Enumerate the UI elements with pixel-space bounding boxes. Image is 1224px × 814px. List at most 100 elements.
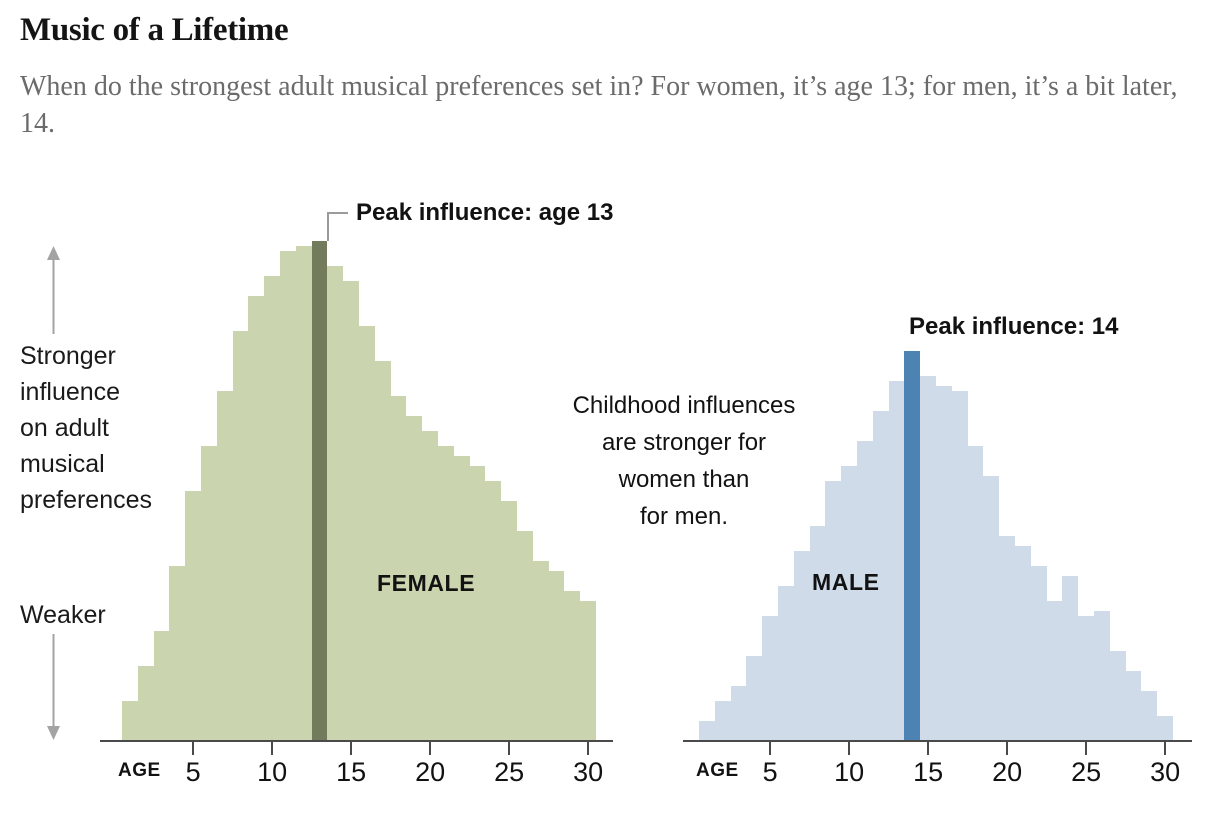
male-histogram	[699, 241, 1173, 741]
male-bar-age-4	[746, 656, 763, 741]
female-tick-25	[508, 742, 511, 755]
male-bar-age-29	[1141, 691, 1158, 741]
male-bar-age-5	[762, 616, 778, 741]
male-bar-age-8	[809, 526, 826, 741]
female-bar-age-24	[485, 481, 502, 741]
female-bar-age-3	[153, 631, 170, 741]
female-peak-leader-line	[327, 212, 329, 241]
male-bar-age-16	[936, 386, 952, 741]
male-tick-10	[848, 742, 851, 755]
male-bar-age-30	[1157, 716, 1173, 741]
female-age-axis-label: AGE	[118, 760, 161, 781]
female-bar-age-30	[580, 601, 596, 741]
male-tick-label-20: 20	[992, 757, 1023, 787]
female-bar-age-16	[359, 326, 375, 741]
y-axis-label-weaker: Weaker	[20, 601, 106, 629]
female-bar-age-9	[248, 296, 265, 741]
female-bar-age-4	[169, 566, 186, 741]
male-tick-label-10: 10	[834, 757, 865, 787]
y-axis-label-line: Stronger	[20, 342, 116, 370]
female-tick-label-25: 25	[494, 757, 525, 787]
male-age-axis-label: AGE	[696, 760, 739, 781]
male-tick-label-30: 30	[1150, 757, 1181, 787]
male-bar-age-11	[856, 441, 873, 741]
male-bar-age-6	[777, 586, 794, 741]
female-bar-age-8	[232, 331, 249, 741]
middle-annotation-line: are stronger for	[601, 429, 767, 456]
down-arrow-icon	[47, 634, 60, 740]
female-bar-age-11	[279, 251, 296, 741]
female-bar-age-20	[422, 431, 438, 741]
male-x-axis-ticks: 5 10 15 20 25 30	[699, 742, 1180, 794]
female-series-label: FEMALE	[377, 570, 476, 596]
male-bar-age-1	[699, 721, 715, 741]
y-axis-label-line: on adult	[20, 414, 109, 442]
y-axis-label-line: musical	[20, 450, 105, 478]
male-bar-age-15	[920, 376, 936, 741]
male-series-label: MALE	[812, 569, 880, 595]
female-bar-age-15	[343, 281, 359, 741]
male-bar-age-13	[888, 381, 905, 741]
male-bar-age-10	[841, 466, 857, 741]
male-peak-annotation: Peak influence: 14	[909, 313, 1119, 340]
female-bar-age-17	[374, 361, 391, 741]
male-bar-age-2	[714, 701, 731, 741]
female-x-axis	[100, 740, 613, 742]
female-tick-10	[271, 742, 274, 755]
male-bar-age-22	[1030, 566, 1047, 741]
female-bar-age-2	[137, 666, 154, 741]
page-title: Music of a Lifetime	[20, 12, 289, 48]
female-bar-age-26	[517, 531, 533, 741]
male-tick-label-25: 25	[1071, 757, 1102, 787]
female-bar-age-7	[216, 391, 233, 741]
male-bar-age-17	[951, 391, 968, 741]
middle-annotation-line: Childhood influences	[572, 392, 796, 419]
female-bar-age-23	[469, 466, 486, 741]
female-bar-age-27	[532, 561, 549, 741]
female-tick-label-15: 15	[336, 757, 367, 787]
male-bar-age-25	[1078, 616, 1094, 741]
male-bar-age-14	[904, 351, 921, 741]
female-tick-30	[587, 742, 590, 755]
y-axis-label-stronger: Stronger influence on adult musical pref…	[20, 338, 152, 518]
male-tick-20	[1006, 742, 1009, 755]
female-bar-age-13	[311, 241, 328, 741]
female-bar-age-1	[122, 701, 138, 741]
male-bar-age-21	[1014, 546, 1031, 741]
male-bar-age-27	[1109, 651, 1126, 741]
male-tick-5	[769, 742, 772, 755]
female-peak-annotation: Peak influence: age 13	[356, 199, 614, 226]
male-bar-age-18	[967, 446, 984, 741]
female-tick-20	[429, 742, 432, 755]
up-arrow-icon	[47, 246, 60, 334]
female-tick-label-5: 5	[185, 757, 201, 787]
female-tick-label-10: 10	[257, 757, 288, 787]
female-bar-age-28	[548, 571, 565, 741]
female-tick-5	[192, 742, 195, 755]
female-histogram	[122, 241, 596, 741]
female-bar-age-29	[564, 591, 581, 741]
male-bar-age-28	[1125, 671, 1142, 741]
female-bar-age-12	[295, 246, 312, 741]
female-peak-leader-line	[327, 212, 348, 214]
female-x-axis-ticks: 5 10 15 20 25 30	[122, 742, 603, 794]
female-bar-age-25	[501, 501, 517, 741]
male-bar-age-3	[730, 686, 747, 741]
male-bar-age-7	[793, 551, 810, 741]
female-bar-age-22	[453, 456, 470, 741]
male-bar-age-20	[999, 536, 1015, 741]
male-bar-age-9	[825, 481, 842, 741]
middle-annotation: Childhood influences are stronger for wo…	[548, 387, 820, 535]
middle-annotation-line: for men.	[639, 503, 729, 530]
female-bar-age-6	[200, 446, 217, 741]
female-bar-age-21	[437, 446, 454, 741]
female-bar-age-14	[327, 266, 344, 741]
male-tick-15	[927, 742, 930, 755]
female-bar-age-10	[264, 276, 280, 741]
male-tick-label-15: 15	[913, 757, 944, 787]
y-axis-label-line: influence	[20, 378, 121, 406]
female-tick-label-30: 30	[573, 757, 604, 787]
female-bar-age-19	[406, 416, 423, 741]
male-tick-25	[1085, 742, 1088, 755]
